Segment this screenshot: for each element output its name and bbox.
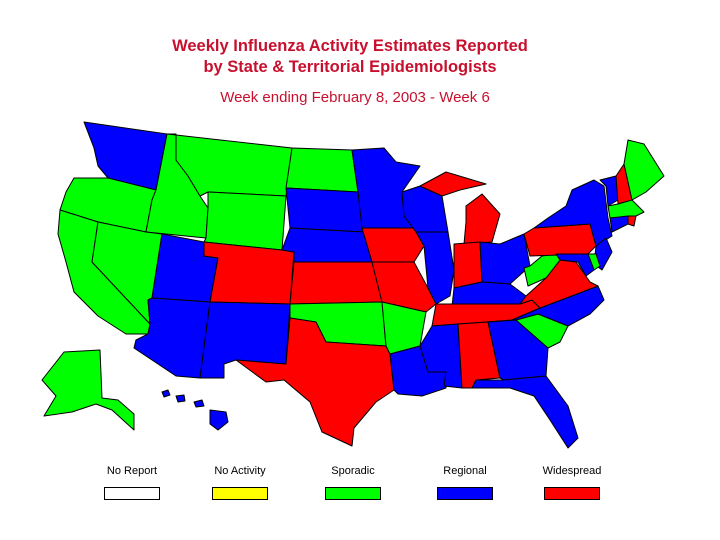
- state-CO: [203, 241, 295, 305]
- state-HI: [161, 389, 229, 431]
- legend-item-widespread: Widespread: [527, 465, 617, 500]
- legend-swatch: [437, 487, 493, 500]
- legend-item-sporadic: Sporadic: [308, 465, 398, 500]
- legend-item-no-activity: No Activity: [195, 465, 285, 500]
- legend-item-no-report: No Report: [87, 465, 177, 500]
- state-FL: [471, 375, 579, 449]
- state-CT: [609, 215, 629, 233]
- legend-label: Sporadic: [331, 465, 375, 477]
- state-IN: [453, 241, 483, 289]
- legend-swatch: [544, 487, 600, 500]
- map-title-line-2: by State & Territorial Epidemiologists: [203, 58, 497, 76]
- state-NE: [281, 227, 373, 263]
- legend-item-regional: Regional: [420, 465, 510, 500]
- map-title-line-1: Weekly Influenza Activity Estimates Repo…: [172, 37, 528, 55]
- state-TX: [235, 317, 395, 447]
- state-WY: [203, 191, 287, 251]
- state-MD: [555, 253, 595, 277]
- state-VA: [519, 259, 599, 309]
- state-NM: [199, 301, 291, 379]
- legend-label: No Activity: [214, 465, 266, 477]
- state-NY: [533, 179, 613, 247]
- legend-label: No Report: [106, 465, 158, 477]
- state-MI: [419, 171, 501, 245]
- state-IA: [361, 227, 425, 263]
- legend-swatch: [325, 487, 381, 500]
- state-IL: [415, 231, 455, 305]
- state-RI: [627, 215, 637, 227]
- state-SD: [285, 187, 365, 233]
- state-VT: [599, 175, 619, 207]
- legend-swatch: [212, 487, 268, 500]
- legend-label: Widespread: [542, 465, 602, 477]
- state-KS: [289, 261, 383, 305]
- map-subtitle: Week ending February 8, 2003 - Week 6: [220, 89, 490, 106]
- legend-swatch: [104, 487, 160, 500]
- state-KY: [451, 281, 527, 307]
- state-AK: [41, 349, 135, 431]
- legend-label: Regional: [443, 465, 487, 477]
- state-PA: [523, 223, 597, 257]
- state-ND: [285, 147, 359, 193]
- state-ME: [623, 139, 665, 201]
